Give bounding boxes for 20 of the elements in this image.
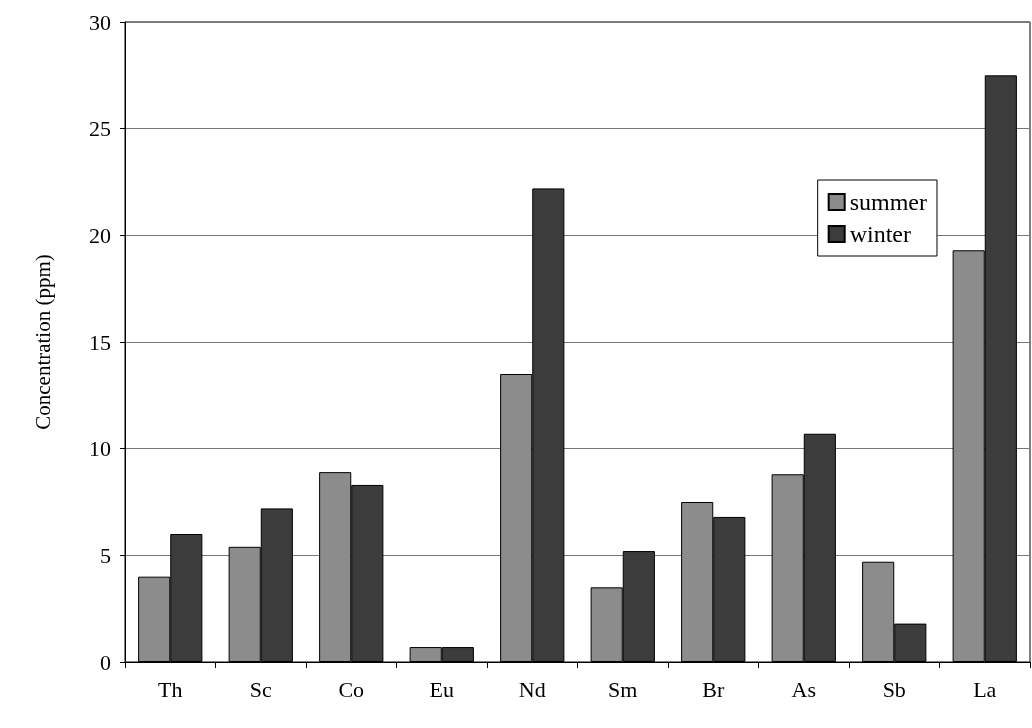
y-tick-label: 0 [100,649,111,675]
y-tick-label: 15 [89,329,111,355]
y-tick-label: 25 [89,116,111,142]
y-tick-label: 5 [100,542,111,568]
legend-label: summer [849,189,928,215]
x-tick-label: Th [158,676,183,702]
y-tick-label: 30 [89,9,111,35]
x-tick-label: Sm [608,676,638,702]
y-axis-title: Concentration (ppm) [30,254,55,430]
x-tick-label: As [791,676,816,702]
x-tick-label: Eu [429,676,454,702]
x-tick-label: Co [338,676,365,702]
x-tick-label: Nd [518,676,546,702]
x-tick-label: Br [702,676,725,702]
x-tick-label: Sb [882,676,906,702]
x-tick-label: Sc [249,676,272,702]
y-tick-label: 20 [89,222,111,248]
x-tick-label: La [973,676,997,702]
y-tick-label: 10 [89,436,111,462]
legend-label: winter [849,221,911,247]
